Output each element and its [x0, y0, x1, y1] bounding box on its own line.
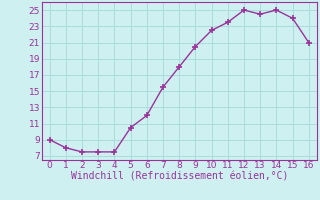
X-axis label: Windchill (Refroidissement éolien,°C): Windchill (Refroidissement éolien,°C) — [70, 172, 288, 182]
